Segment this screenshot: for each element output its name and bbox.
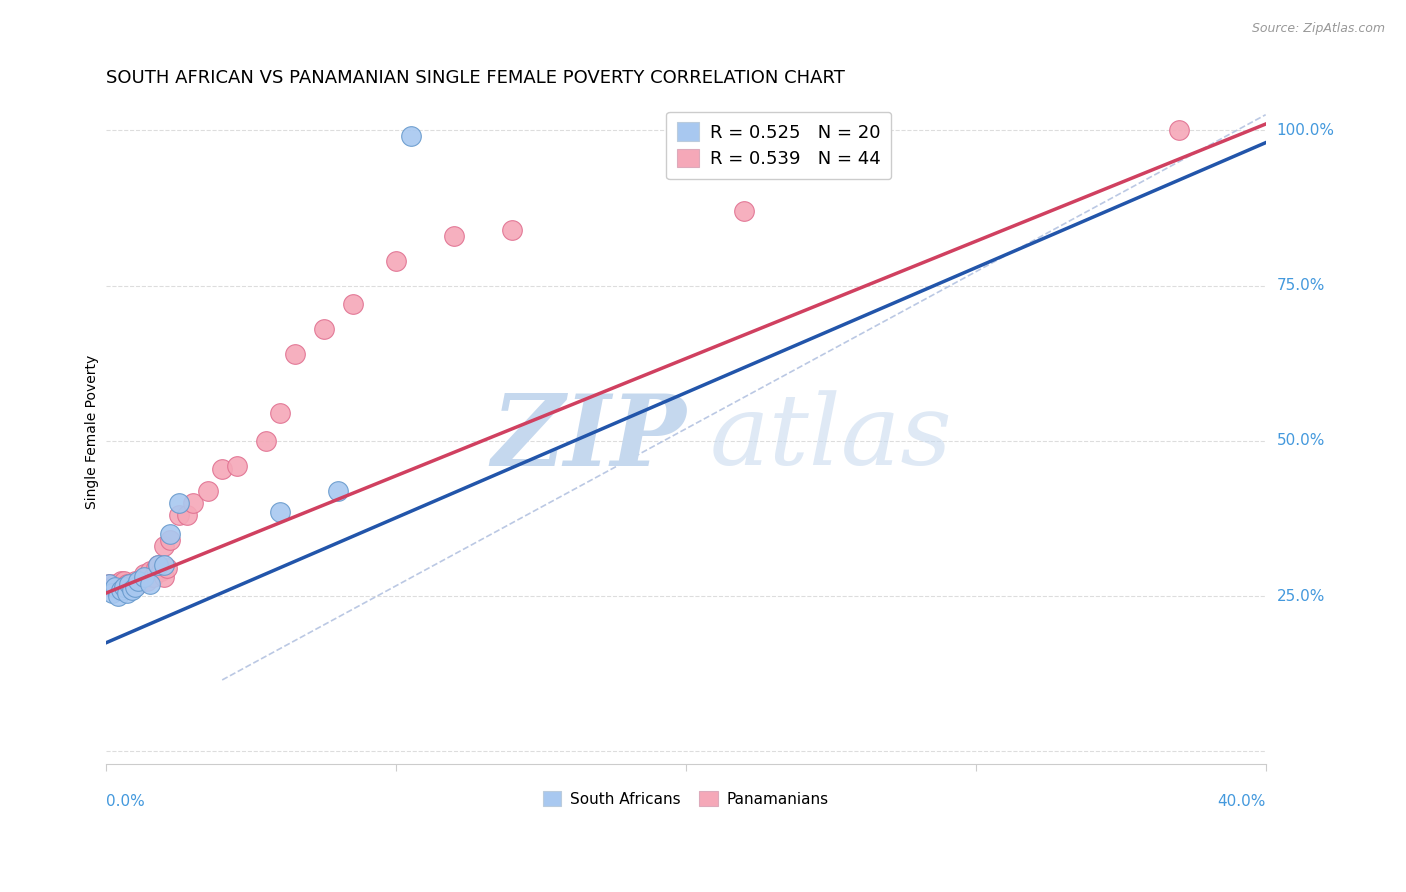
- Point: [159, 533, 181, 548]
- Point: [197, 483, 219, 498]
- Point: [121, 576, 143, 591]
- Point: [121, 582, 143, 597]
- Point: [104, 580, 127, 594]
- Point: [101, 586, 124, 600]
- Point: [132, 567, 155, 582]
- Point: [101, 580, 124, 594]
- Text: ZIP: ZIP: [491, 390, 686, 486]
- Point: [501, 222, 523, 236]
- Point: [127, 576, 149, 591]
- Point: [254, 434, 277, 448]
- Point: [104, 576, 127, 591]
- Text: 50.0%: 50.0%: [1277, 434, 1324, 449]
- Point: [443, 228, 465, 243]
- Point: [167, 496, 190, 510]
- Point: [153, 540, 176, 554]
- Point: [118, 576, 141, 591]
- Point: [148, 558, 170, 572]
- Point: [181, 496, 204, 510]
- Point: [104, 580, 127, 594]
- Y-axis label: Single Female Poverty: Single Female Poverty: [86, 354, 100, 508]
- Text: 25.0%: 25.0%: [1277, 589, 1324, 604]
- Point: [733, 204, 755, 219]
- Point: [385, 253, 408, 268]
- Point: [121, 576, 143, 591]
- Point: [115, 576, 138, 591]
- Point: [138, 564, 160, 578]
- Point: [176, 508, 198, 523]
- Point: [167, 508, 190, 523]
- Point: [269, 505, 291, 519]
- Point: [269, 406, 291, 420]
- Point: [326, 483, 349, 498]
- Point: [150, 564, 173, 578]
- Point: [312, 322, 335, 336]
- Point: [129, 574, 152, 588]
- Point: [98, 576, 121, 591]
- Point: [1167, 123, 1189, 137]
- Point: [399, 129, 422, 144]
- Point: [112, 574, 135, 588]
- Text: SOUTH AFRICAN VS PANAMANIAN SINGLE FEMALE POVERTY CORRELATION CHART: SOUTH AFRICAN VS PANAMANIAN SINGLE FEMAL…: [107, 69, 845, 87]
- Point: [107, 589, 129, 603]
- Point: [342, 297, 364, 311]
- Text: 0.0%: 0.0%: [107, 795, 145, 809]
- Point: [115, 586, 138, 600]
- Point: [153, 570, 176, 584]
- Text: atlas: atlas: [709, 391, 952, 486]
- Point: [132, 570, 155, 584]
- Point: [159, 527, 181, 541]
- Point: [107, 580, 129, 594]
- Point: [118, 576, 141, 591]
- Legend: South Africans, Panamanians: South Africans, Panamanians: [537, 784, 835, 813]
- Point: [153, 558, 176, 572]
- Point: [112, 580, 135, 594]
- Point: [115, 580, 138, 594]
- Text: 100.0%: 100.0%: [1277, 123, 1334, 137]
- Point: [124, 580, 146, 594]
- Text: 75.0%: 75.0%: [1277, 278, 1324, 293]
- Point: [127, 574, 149, 588]
- Point: [225, 458, 247, 473]
- Point: [110, 580, 132, 594]
- Point: [142, 570, 165, 584]
- Point: [110, 582, 132, 597]
- Point: [211, 462, 233, 476]
- Point: [145, 561, 167, 575]
- Point: [284, 347, 307, 361]
- Point: [148, 558, 170, 572]
- Point: [156, 561, 179, 575]
- Point: [98, 576, 121, 591]
- Point: [138, 576, 160, 591]
- Point: [124, 576, 146, 591]
- Point: [110, 574, 132, 588]
- Point: [135, 574, 157, 588]
- Text: 40.0%: 40.0%: [1218, 795, 1265, 809]
- Point: [124, 574, 146, 588]
- Text: Source: ZipAtlas.com: Source: ZipAtlas.com: [1251, 22, 1385, 36]
